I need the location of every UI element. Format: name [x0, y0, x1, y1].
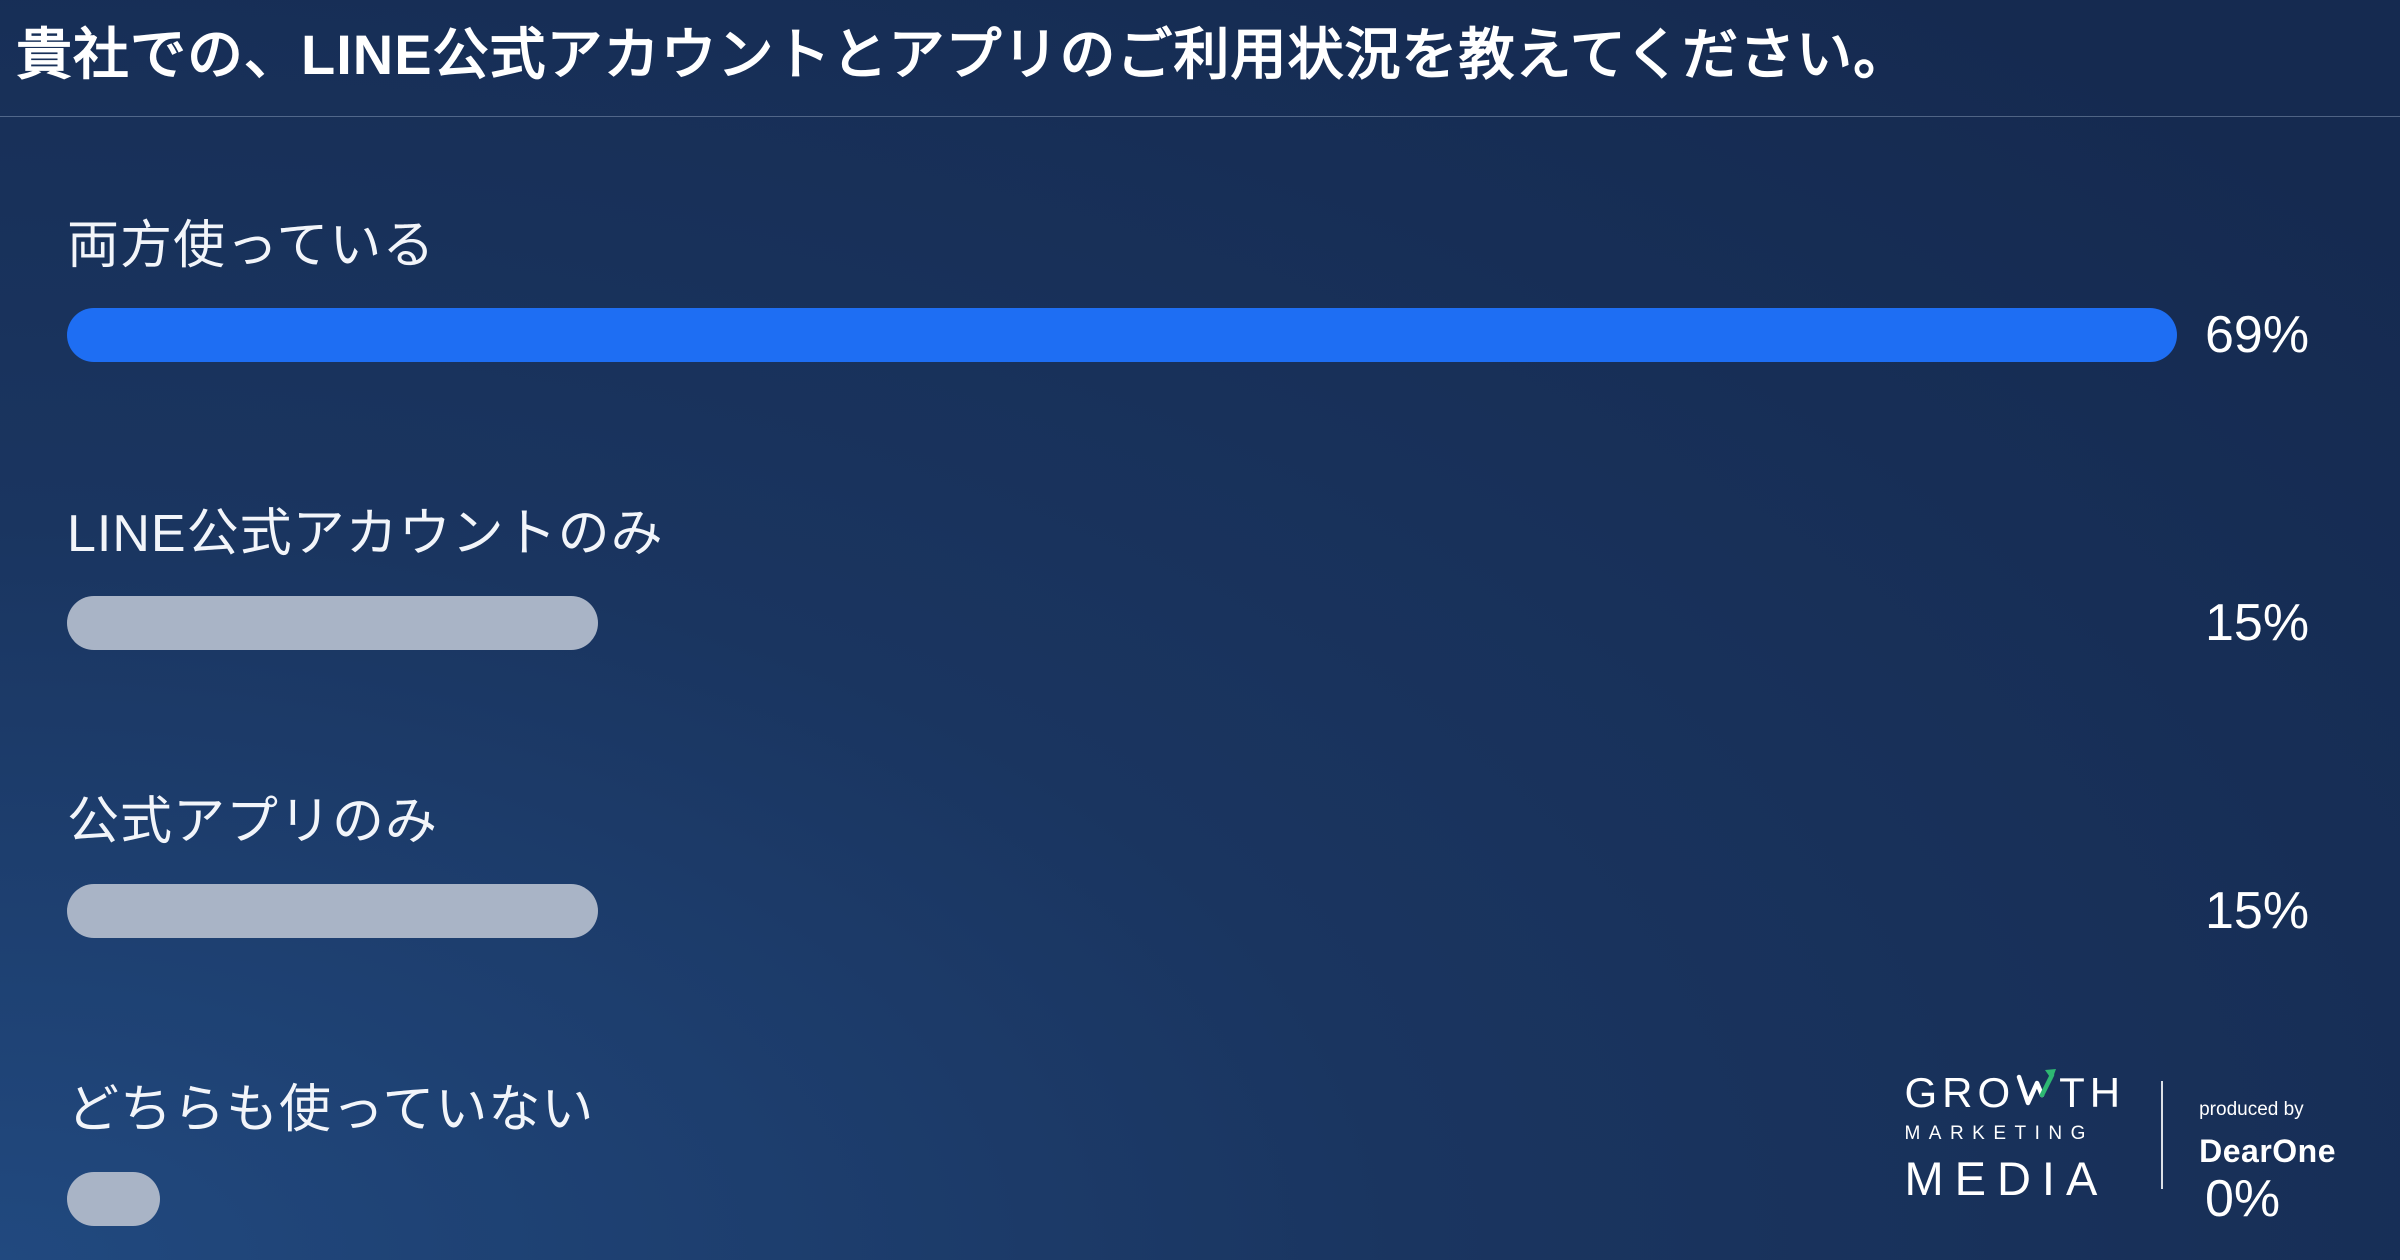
bar [67, 308, 2177, 362]
bar-row: どちらも使っていない 0% [67, 1079, 2400, 1229]
bar-track [67, 1172, 2177, 1226]
growth-w-arrow-icon [2016, 1067, 2058, 1114]
bar-track [67, 884, 2177, 938]
bar-label: 公式アプリのみ [67, 793, 439, 851]
bar-row: 両方使っている 69% [67, 215, 2400, 365]
bar-line: 0% [67, 1169, 2400, 1229]
dearone-logo: DearOne [2199, 1133, 2336, 1169]
bar-line: 15% [67, 881, 2400, 941]
bar-value: 15% [2205, 882, 2310, 940]
bar-line: 69% [67, 305, 2400, 365]
bar-line: 15% [67, 593, 2400, 653]
logo-line-marketing: MARKETING [1904, 1123, 2094, 1144]
logo-growth-right: TH [2059, 1069, 2126, 1116]
bar-label: LINE公式アカウントのみ [67, 505, 664, 563]
bar [67, 884, 599, 938]
bar-label: 両方使っている [67, 217, 436, 275]
produced-by-label: produced by [2199, 1099, 2304, 1120]
footer-vertical-divider [2161, 1080, 2164, 1189]
footer: GRO TH MARKETING MEDIA produced by DearO… [1904, 1067, 2336, 1202]
logo-growth-left: GRO [1904, 1069, 2016, 1116]
bar [67, 1172, 160, 1226]
produced-by-block: produced by DearOne [2199, 1099, 2336, 1170]
bar-track [67, 596, 2177, 650]
bar-row: LINE公式アカウントのみ 15% [67, 503, 2400, 653]
logo-line-growth: GRO TH [1904, 1067, 2125, 1114]
bar-value: 15% [2205, 594, 2310, 652]
page-title: 貴社での、LINE公式アカウントとアプリのご利用状況を教えてください。 [16, 23, 1911, 86]
logo-line-media: MEDIA [1904, 1152, 2109, 1205]
bar-value: 69% [2205, 306, 2310, 364]
bar [67, 596, 599, 650]
growth-marketing-media-logo: GRO TH MARKETING MEDIA [1904, 1067, 2125, 1202]
bar-rows: 両方使っている 69% LINE公式アカウントのみ 15% 公式アプリのみ [0, 117, 2400, 1229]
header: 貴社での、LINE公式アカウントとアプリのご利用状況を教えてください。 [0, 0, 2400, 90]
bar-label: どちらも使っていない [67, 1081, 595, 1139]
bar-value: 0% [2205, 1170, 2281, 1228]
bar-row: 公式アプリのみ 15% [67, 791, 2400, 941]
bar-track [67, 308, 2177, 362]
header-divider [0, 116, 2400, 117]
